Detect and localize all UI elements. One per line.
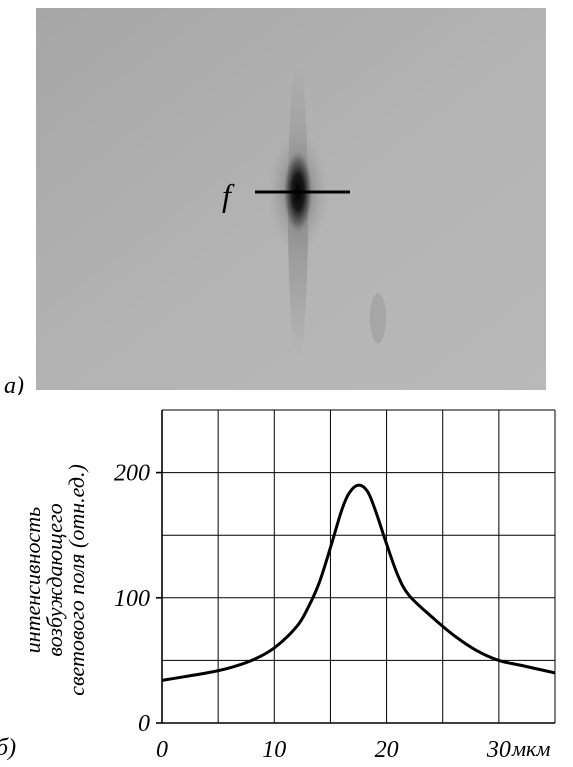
y-axis-title-line-1: интенсивность: [20, 507, 45, 653]
panel-a: f а): [4, 8, 546, 395]
panel-b-label: б): [0, 735, 16, 761]
y-axis-title-line-3: светового поля (отн.ед.): [64, 464, 89, 696]
y-axis-title-line-2: возбуждающего: [42, 503, 67, 656]
photo-faint-spot: [370, 293, 386, 343]
x-unit-label: мкм: [511, 736, 550, 761]
intensity-curve: [161, 483, 556, 682]
panel-b-chart: 0 10 20 30 0 100 200 мкм интенсивность возбужд…: [0, 409, 556, 763]
y-tick-label: 200: [114, 461, 150, 487]
x-tick-label: 10: [262, 737, 286, 763]
y-tick-label: 0: [138, 711, 150, 737]
y-axis-title: интенсивность возбуждающего светового по…: [20, 464, 89, 696]
y-tick-label: 100: [114, 586, 150, 612]
panel-a-label: а): [4, 373, 24, 395]
chart-grid: [156, 409, 556, 724]
x-tick-label: 30: [486, 737, 511, 763]
tick-labels: 0 10 20 30 0 100 200: [114, 461, 511, 763]
x-tick-label: 20: [375, 737, 399, 763]
x-tick-label: 0: [156, 737, 168, 763]
